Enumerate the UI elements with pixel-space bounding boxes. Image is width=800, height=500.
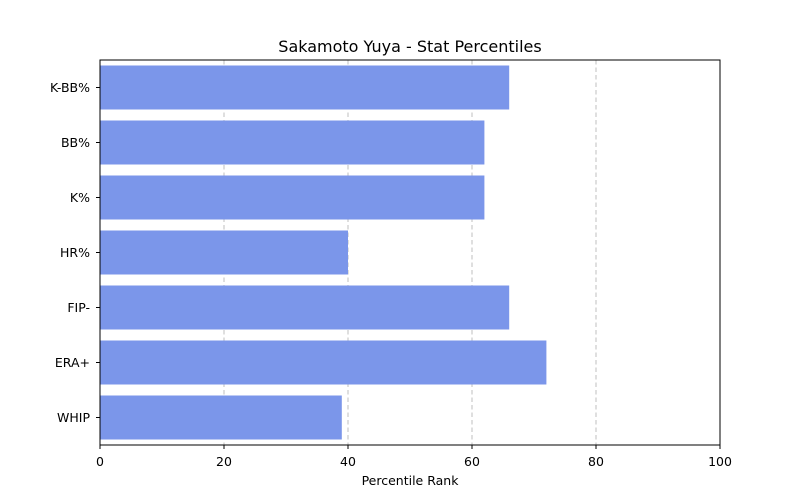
bar-k <box>100 175 485 220</box>
y-tick-label: BB% <box>61 135 90 150</box>
x-tick-label: 80 <box>588 454 604 469</box>
y-tick-label: K-BB% <box>50 80 90 95</box>
x-tick-label: 20 <box>216 454 232 469</box>
y-tick-label: FIP- <box>67 300 90 315</box>
chart-title: Sakamoto Yuya - Stat Percentiles <box>278 37 541 56</box>
bar-fip <box>100 285 510 330</box>
y-tick-label: K% <box>70 190 90 205</box>
y-tick-label: WHIP <box>57 410 90 425</box>
x-tick-label: 0 <box>96 454 104 469</box>
x-tick-label: 40 <box>340 454 356 469</box>
x-axis-ticks: 0 20 40 60 80 100 <box>96 445 732 469</box>
bar-hr <box>100 230 348 275</box>
y-axis-ticks: K-BB% BB% K% HR% FIP- ERA+ WHIP <box>50 80 100 425</box>
y-tick-label: HR% <box>60 245 90 260</box>
bar-bb <box>100 120 485 165</box>
y-tick-label: ERA+ <box>55 355 90 370</box>
bar-whip <box>100 395 342 440</box>
x-axis-label: Percentile Rank <box>362 473 460 488</box>
bar-era <box>100 340 547 385</box>
x-tick-label: 100 <box>708 454 732 469</box>
bar-k-bb <box>100 65 510 110</box>
x-tick-label: 60 <box>464 454 480 469</box>
bars <box>100 65 547 440</box>
